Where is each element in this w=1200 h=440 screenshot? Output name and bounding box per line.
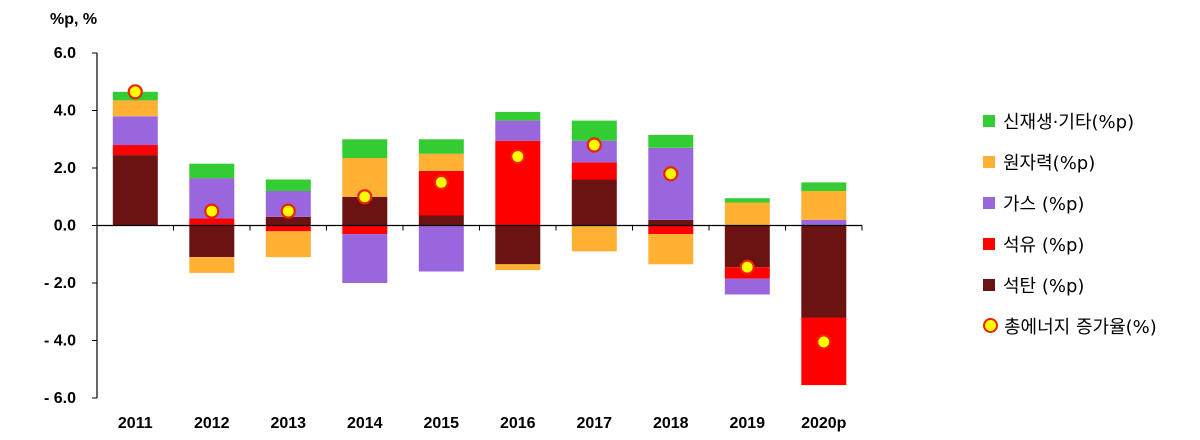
bar-segment-2018-0 bbox=[648, 219, 694, 226]
legend-item: 신재생·기타(%p) bbox=[983, 100, 1193, 141]
bar-segment-2015-0 bbox=[418, 215, 464, 226]
x-tick-label: 2019 bbox=[729, 415, 765, 432]
bar-segment-2011-2 bbox=[112, 116, 158, 146]
legend-label: 석유 (%p) bbox=[1003, 234, 1085, 256]
y-tick-label: - 4.0 bbox=[44, 333, 76, 350]
legend-label: 총에너지 증가율(%) bbox=[1004, 316, 1157, 338]
total-growth-marker-2018 bbox=[663, 166, 679, 182]
bar-segment-2013-4 bbox=[265, 179, 311, 191]
x-tick-label: 2012 bbox=[194, 415, 230, 432]
bar-segment-2020p-1 bbox=[801, 317, 847, 386]
x-tick-label: 2013 bbox=[270, 415, 306, 432]
legend-swatch bbox=[983, 237, 995, 250]
y-axis-unit-label: %p, % bbox=[50, 11, 97, 28]
total-growth-marker-2017 bbox=[586, 137, 602, 153]
bar-segment-2013-1 bbox=[265, 225, 311, 232]
bar-segment-2019-2 bbox=[724, 278, 770, 295]
bar-segment-2018-1 bbox=[648, 225, 694, 235]
y-tick-label: - 2.0 bbox=[44, 275, 76, 292]
bar-segment-2017-3 bbox=[571, 225, 617, 252]
bar-segment-2017-1 bbox=[571, 162, 617, 180]
legend-label: 가스 (%p) bbox=[1003, 193, 1085, 215]
legend-label: 석탄 (%p) bbox=[1003, 275, 1085, 297]
total-growth-marker-2015 bbox=[433, 174, 449, 190]
legend-marker bbox=[983, 318, 998, 333]
tick-label-layer: 6.0 4.0 2.0 0.0 - 2.0 - 4.0 - 6.0 2011 2012 2013 2… bbox=[44, 45, 847, 432]
x-tick-label: 2011 bbox=[118, 415, 153, 432]
x-tick-label: 2020p bbox=[801, 415, 847, 432]
bar-segment-2016-0 bbox=[495, 225, 541, 265]
x-tick-label: 2017 bbox=[576, 415, 612, 432]
x-tick-label: 2018 bbox=[653, 415, 689, 432]
bar-segment-2017-0 bbox=[571, 179, 617, 226]
x-tick-label: 2015 bbox=[423, 415, 459, 432]
legend-item: 석유 (%p) bbox=[983, 223, 1193, 264]
bar-segment-2020p-4 bbox=[801, 182, 847, 191]
legend-item: 원자력(%p) bbox=[983, 141, 1193, 182]
bar-segment-2011-0 bbox=[112, 155, 158, 226]
chart-svg: %p, % 6.0 4.0 2.0 0.0 - 2.0 - 4.0 - 6.0 2011 201… bbox=[44, 11, 863, 432]
total-growth-marker-2012 bbox=[204, 203, 220, 219]
legend-swatch bbox=[983, 114, 995, 127]
bar-segment-2015-2 bbox=[418, 225, 464, 272]
bar-segment-2012-0 bbox=[189, 225, 235, 258]
legend-swatch bbox=[983, 196, 995, 209]
total-growth-marker-2013 bbox=[280, 203, 296, 219]
legend-label: 신재생·기타(%p) bbox=[1003, 111, 1135, 133]
bar-segment-2014-1 bbox=[342, 225, 388, 235]
y-tick-label: 4.0 bbox=[54, 103, 76, 120]
y-tick-label: - 6.0 bbox=[44, 390, 76, 407]
bar-segment-2014-2 bbox=[342, 234, 388, 283]
total-growth-marker-layer bbox=[127, 84, 832, 350]
bar-segment-2012-3 bbox=[189, 257, 235, 273]
bar-segment-2012-4 bbox=[189, 163, 235, 179]
legend-item: 총에너지 증가율(%) bbox=[983, 305, 1193, 346]
bar-segment-2016-3 bbox=[495, 264, 541, 271]
bar-segment-2019-4 bbox=[724, 198, 770, 203]
legend-swatch bbox=[983, 155, 995, 168]
bar-segment-2011-3 bbox=[112, 100, 158, 117]
bar-segment-2013-0 bbox=[265, 216, 311, 226]
bar-segment-2013-3 bbox=[265, 231, 311, 258]
bar-segment-2018-3 bbox=[648, 234, 694, 265]
total-growth-marker-2020p bbox=[816, 334, 832, 350]
total-growth-marker-2016 bbox=[510, 148, 526, 165]
y-tick-label: 2.0 bbox=[54, 160, 76, 177]
bar-segment-2020p-0 bbox=[801, 225, 847, 318]
bar-segment-2015-4 bbox=[418, 139, 464, 154]
bar-segment-2018-4 bbox=[648, 134, 694, 148]
y-tick-label: 6.0 bbox=[54, 45, 76, 62]
bar-segment-2018-2 bbox=[648, 147, 694, 220]
bar-segment-2016-2 bbox=[495, 120, 541, 141]
bar-segment-2012-1 bbox=[189, 218, 235, 226]
bar-segment-2016-4 bbox=[495, 111, 541, 121]
bar-segment-2020p-2 bbox=[801, 219, 847, 226]
bar-segment-2014-4 bbox=[342, 139, 388, 158]
y-tick-label: 0.0 bbox=[54, 218, 76, 235]
total-growth-marker-2019 bbox=[739, 259, 755, 275]
bar-segment-2017-4 bbox=[571, 120, 617, 141]
axes-layer bbox=[92, 52, 863, 399]
total-growth-marker-2011 bbox=[127, 84, 143, 100]
bar-segment-2011-1 bbox=[112, 145, 158, 156]
x-tick-label: 2014 bbox=[347, 415, 383, 432]
x-tick-label: 2016 bbox=[500, 415, 536, 432]
bar-segment-2015-3 bbox=[418, 153, 464, 171]
bar-layer bbox=[112, 91, 847, 386]
legend-item: 가스 (%p) bbox=[983, 182, 1193, 223]
legend-item: 석탄 (%p) bbox=[983, 264, 1193, 305]
bar-segment-2019-3 bbox=[724, 202, 770, 226]
legend: 신재생·기타(%p) 원자력(%p) 가스 (%p) 석유 (%p) 석탄 (%p) 총에… bbox=[983, 100, 1193, 346]
legend-swatch bbox=[983, 278, 995, 291]
legend-label: 원자력(%p) bbox=[1003, 152, 1096, 174]
bar-segment-2020p-3 bbox=[801, 191, 847, 220]
total-growth-marker-2014 bbox=[357, 189, 373, 205]
